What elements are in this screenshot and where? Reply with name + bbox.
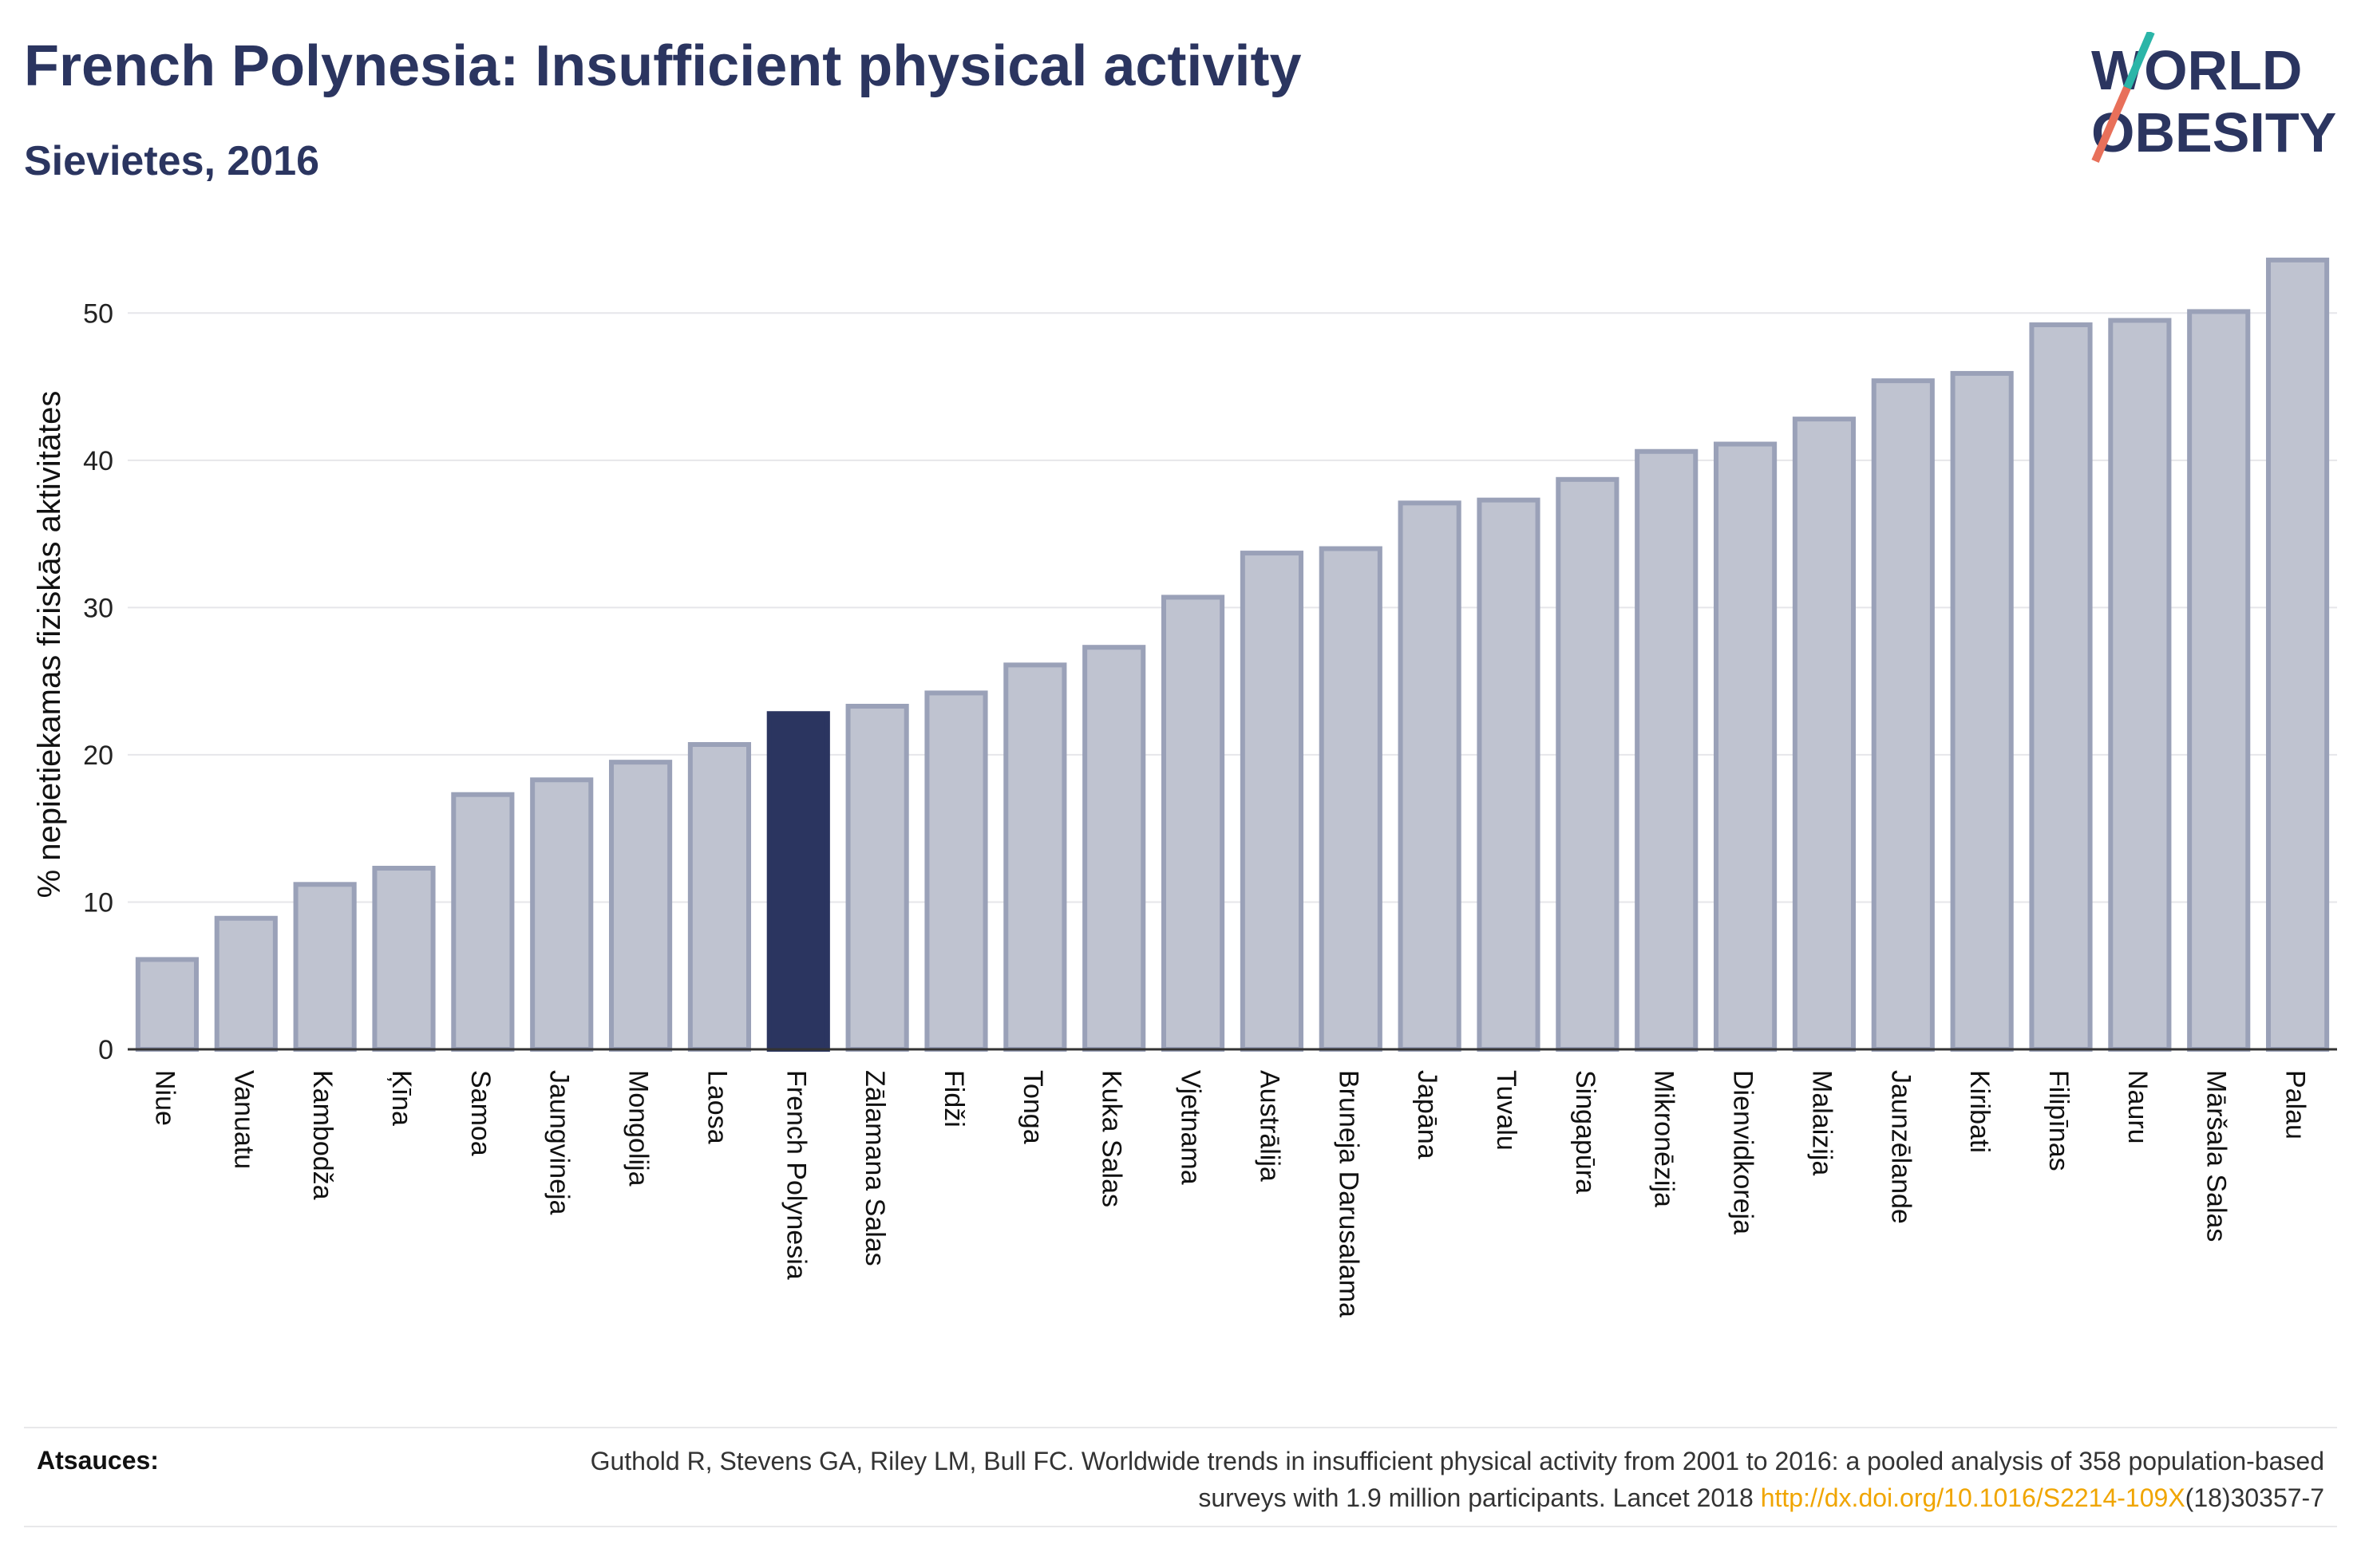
bar-chart: 0 10 20 30 40 50 Niue Vanuatu Kambodža Ķīna Samoa J… (32, 257, 2337, 1317)
bar (687, 741, 752, 1052)
bar (2265, 257, 2330, 1052)
x-tick-label: Zālamana Salas (860, 1070, 890, 1266)
y-tick-label: 30 (83, 593, 113, 623)
bar (2187, 309, 2251, 1053)
x-tick-label: Vjetnama (1176, 1070, 1206, 1185)
citation-suffix: (18)30357-7 (2185, 1483, 2324, 1512)
x-tick-label: Ķīna (386, 1070, 417, 1126)
bar (1871, 378, 1935, 1052)
bar (451, 792, 515, 1053)
logo-slash-coral (2091, 86, 2131, 163)
citation-text: Guthold R, Stevens GA, Riley LM, Bull FC… (590, 1447, 2324, 1512)
x-tick-label: Filipīnas (2043, 1070, 2074, 1171)
bar (372, 866, 436, 1052)
logo-slash-teal (2123, 32, 2155, 89)
y-tick-label: 50 (83, 298, 113, 329)
x-tick-label: Samoa (465, 1070, 496, 1156)
footer-rule-bottom (24, 1526, 2337, 1527)
x-tick-label: Jaunzēlande (1885, 1070, 1916, 1224)
y-tick-label: 40 (83, 446, 113, 476)
x-tick-label: Niue (149, 1070, 180, 1126)
bar (1398, 500, 1461, 1052)
bar (1556, 476, 1619, 1052)
bar (2029, 322, 2093, 1052)
bar-highlight (766, 711, 830, 1053)
sources-label: Atsauces: (37, 1446, 159, 1475)
x-tick-label: Singapūra (1570, 1070, 1600, 1194)
footer-rule-top (24, 1427, 2337, 1428)
x-tick-label: Nauru (2122, 1070, 2153, 1144)
bar (530, 777, 594, 1052)
y-tick-label: 0 (98, 1035, 113, 1065)
bar (214, 915, 278, 1052)
x-tick-label: Bruneja Darusalama (1333, 1070, 1363, 1317)
y-axis-label: % nepietiekamas fiziskās aktivitātes (32, 391, 67, 899)
x-tick-label: Tuvalu (1491, 1070, 1521, 1151)
x-tick-label: Malaizija (1806, 1070, 1837, 1175)
x-tick-label: Laosa (702, 1070, 732, 1144)
bar (1713, 441, 1778, 1052)
bar (1003, 662, 1067, 1052)
citation-link[interactable]: http://dx.doi.org/10.1016/S2214-109X (1760, 1483, 2185, 1512)
bar (1635, 448, 1699, 1052)
x-tick-label: French Polynesia (781, 1070, 811, 1280)
x-tick-label: Māršala Salas (2201, 1070, 2232, 1242)
x-tick-label: Dienvidkoreja (1728, 1070, 1758, 1234)
bar (135, 957, 200, 1052)
x-tick-label: Kiribati (1964, 1070, 1995, 1153)
x-tick-label: Kuka Salas (1097, 1070, 1127, 1207)
y-tick-label: 10 (83, 887, 113, 918)
x-tick-label: Mikronēzija (1649, 1070, 1679, 1207)
bar (845, 704, 909, 1052)
bar (2108, 318, 2172, 1052)
bar (1161, 594, 1225, 1052)
world-obesity-logo: WORLD OBESITY (2091, 32, 2336, 164)
x-tick-label: Fidži (939, 1070, 969, 1128)
x-tick-label: Vanuatu (228, 1070, 259, 1169)
chart-title: French Polynesia: Insufficient physical … (24, 34, 1302, 98)
bar (1319, 546, 1382, 1052)
bar (1792, 417, 1857, 1052)
x-tick-label: Mongolija (623, 1070, 654, 1187)
x-tick-label: Japāna (1412, 1070, 1442, 1159)
bar (293, 882, 357, 1052)
x-tick-label: Austrālija (1254, 1070, 1284, 1182)
bar (1240, 551, 1304, 1052)
bar (1950, 370, 2014, 1053)
chart-subtitle: Sievietes, 2016 (24, 138, 320, 184)
bar (608, 760, 673, 1052)
logo-text-obesity: OBESITY (2091, 101, 2336, 164)
bar (1082, 645, 1146, 1052)
x-tick-label: Kambodža (307, 1070, 338, 1200)
bar (924, 690, 988, 1053)
y-tick-label: 20 (83, 741, 113, 771)
x-tick-label: Jaungvineja (544, 1070, 575, 1215)
source-citation: Guthold R, Stevens GA, Riley LM, Bull FC… (568, 1443, 2324, 1516)
x-tick-label: Palau (2280, 1070, 2311, 1139)
x-tick-label: Tonga (1018, 1070, 1048, 1144)
bar (1477, 497, 1540, 1052)
